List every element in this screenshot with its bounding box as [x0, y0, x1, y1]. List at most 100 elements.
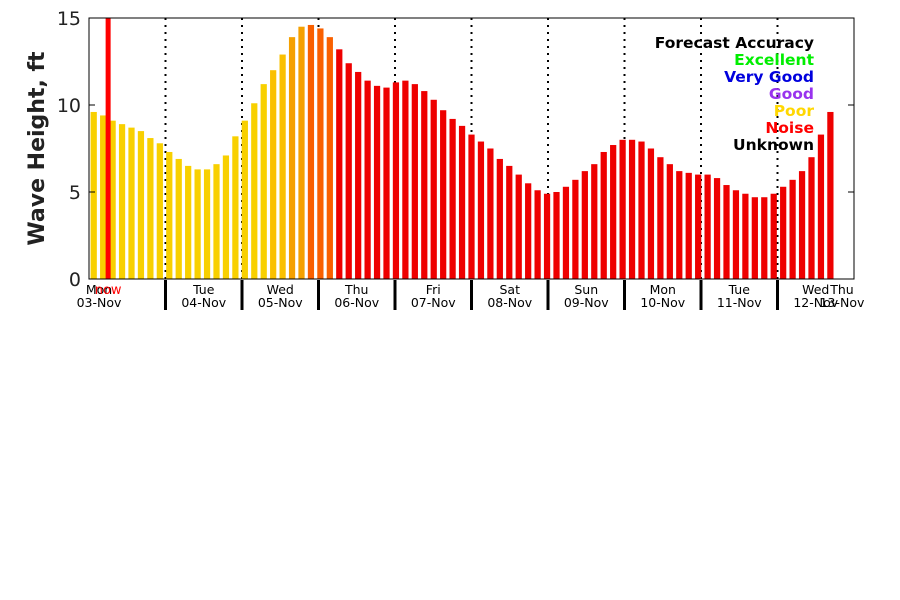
x-tick-dow: Tue [192, 282, 215, 297]
x-tick-date: 09-Nov [564, 295, 609, 310]
bar [487, 148, 494, 279]
x-tick-date: 10-Nov [640, 295, 685, 310]
bar [458, 125, 466, 279]
x-tick-date: 04-Nov [181, 295, 226, 310]
bar [534, 190, 541, 279]
bar [137, 131, 145, 279]
x-tick-dow: Wed [267, 282, 294, 297]
bar [581, 171, 588, 279]
bar [411, 84, 418, 280]
x-tick-date: 06-Nov [334, 295, 379, 310]
x-tick-dow: Tue [728, 282, 751, 297]
bar [128, 127, 135, 280]
bar [543, 193, 551, 279]
x-axis: Mon03-NovTue04-NovWed05-NovThu06-NovFri0… [77, 280, 865, 310]
bar [827, 111, 834, 280]
bar [751, 197, 758, 279]
bar [203, 169, 211, 279]
bar [610, 145, 617, 279]
x-tick-date: 03-Nov [77, 295, 122, 310]
bar [421, 91, 428, 279]
bar [279, 54, 286, 279]
bar [298, 26, 305, 280]
bar [808, 157, 815, 279]
bar [222, 155, 230, 279]
x-tick-date: 13-Nov [820, 295, 865, 310]
bar [553, 192, 560, 279]
bar [345, 63, 352, 279]
x-tick-dow: Mon [650, 282, 676, 297]
bar [232, 136, 239, 279]
x-tick-date: 12-Nov [793, 295, 838, 310]
bar [440, 110, 447, 279]
bar [600, 151, 607, 279]
bar [695, 174, 702, 279]
bar [449, 118, 456, 279]
bar [175, 158, 182, 279]
bar [166, 151, 173, 279]
bar [402, 80, 409, 279]
x-tick-dow: Wed [802, 282, 829, 297]
legend-entry: Poor [774, 102, 815, 120]
bar [241, 120, 248, 279]
bar [562, 186, 570, 279]
bar [666, 164, 673, 279]
bar [194, 169, 201, 279]
bar [336, 49, 343, 279]
bar [638, 141, 645, 279]
bar [477, 141, 485, 279]
bar [317, 28, 324, 279]
legend-entry: Very Good [724, 68, 814, 86]
bar [628, 139, 636, 279]
y-tick-label: 0 [69, 269, 81, 291]
bar [251, 103, 258, 279]
bar-series [90, 24, 834, 280]
x-tick-dow: Mon [86, 282, 112, 297]
bar [100, 115, 107, 279]
bar [732, 190, 740, 279]
bar [364, 80, 371, 279]
legend-entry: Noise [765, 119, 814, 137]
bar [373, 85, 381, 279]
bar [307, 24, 315, 280]
bar [761, 197, 768, 279]
bar [723, 185, 730, 279]
bar [572, 179, 579, 279]
x-tick-dow: Thu [829, 282, 853, 297]
bar [392, 82, 400, 279]
bar [213, 164, 220, 279]
plot-frame [88, 17, 855, 280]
bar [704, 174, 711, 279]
x-tick-date: 08-Nov [487, 295, 532, 310]
bar [383, 87, 390, 279]
bar [657, 157, 664, 279]
bar [742, 193, 749, 279]
bar [90, 111, 97, 280]
bar [780, 186, 787, 279]
legend-entry: Good [769, 85, 814, 103]
bar [515, 174, 522, 279]
bar [817, 134, 825, 279]
y-tick-label: 10 [57, 95, 81, 117]
x-tick-date: 11-Nov [717, 295, 762, 310]
bar [789, 179, 796, 279]
legend-title: Forecast Accuracy [655, 34, 814, 52]
y-axis: 0 5 10 15 [57, 8, 854, 291]
x-tick-dow: Sun [574, 282, 598, 297]
bar [326, 37, 333, 279]
bar [647, 148, 655, 279]
bar [525, 183, 532, 279]
x-tick-date: 07-Nov [411, 295, 456, 310]
bar [430, 99, 437, 279]
x-tick-date: 05-Nov [258, 295, 303, 310]
bar [355, 71, 362, 279]
bar [288, 37, 296, 279]
x-tick-dow: Sat [500, 282, 521, 297]
bar [156, 143, 163, 279]
legend-entry: Excellent [734, 51, 814, 69]
bar [591, 164, 598, 279]
x-tick-dow: Thu [344, 282, 368, 297]
bar [109, 120, 116, 279]
